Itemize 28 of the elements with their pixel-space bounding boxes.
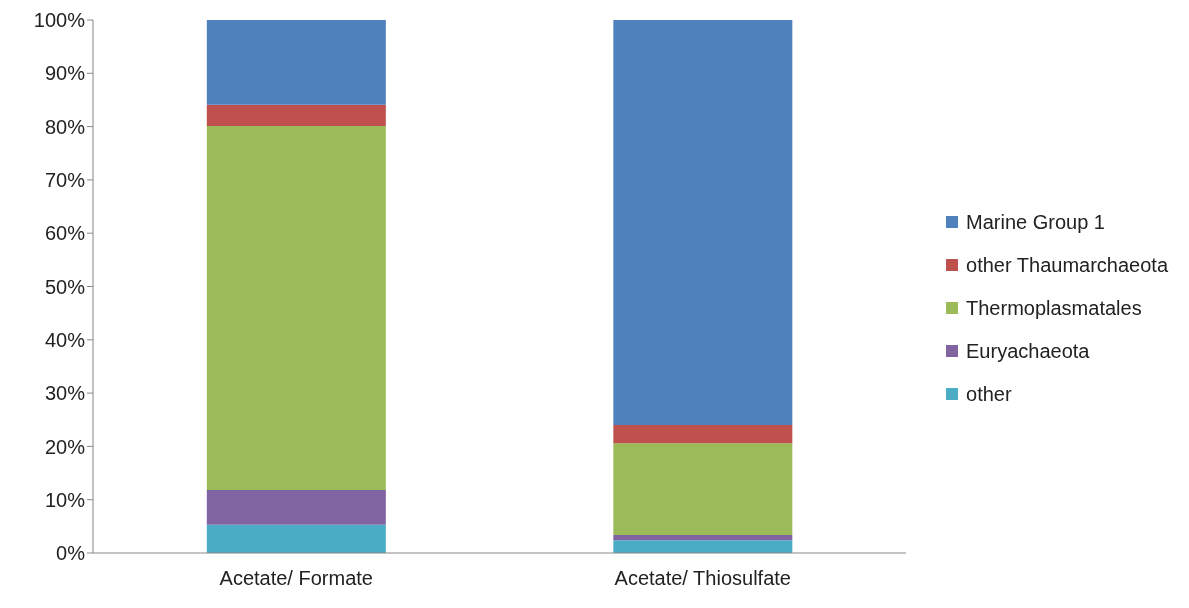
y-tick-label: 30% [44, 382, 86, 405]
y-tick-label: 50% [44, 275, 86, 298]
bar [206, 20, 386, 105]
bar [206, 490, 386, 525]
y-tick-label: 80% [44, 115, 86, 138]
y-tick-label: 70% [44, 169, 86, 191]
y-tick-label: 100% [33, 9, 86, 32]
bar [613, 534, 793, 541]
legend-label: other [966, 382, 1012, 406]
bar [206, 524, 386, 553]
y-tick-label: 20% [44, 435, 86, 458]
legend-label: Thermoplasmatales [966, 296, 1142, 320]
bar [613, 540, 793, 553]
legend-label: Marine Group 1 [966, 210, 1105, 234]
x-tick-label: Acetate/ Thiosulfate [614, 567, 791, 590]
bar [613, 425, 793, 444]
legend-label: other Thaumarchaeota [966, 253, 1168, 277]
bar [206, 126, 386, 491]
y-tick-label: 60% [44, 222, 86, 245]
y-tick-label: 10% [44, 488, 86, 511]
bar [613, 20, 793, 426]
y-tick-label: 0% [56, 542, 86, 565]
bar [613, 443, 793, 535]
bar [206, 104, 386, 127]
legend-label: Euryachaeota [966, 339, 1090, 363]
x-tick-label: Acetate/ Formate [219, 567, 373, 590]
y-tick-label: 90% [44, 62, 86, 85]
y-tick-label: 40% [44, 328, 86, 351]
